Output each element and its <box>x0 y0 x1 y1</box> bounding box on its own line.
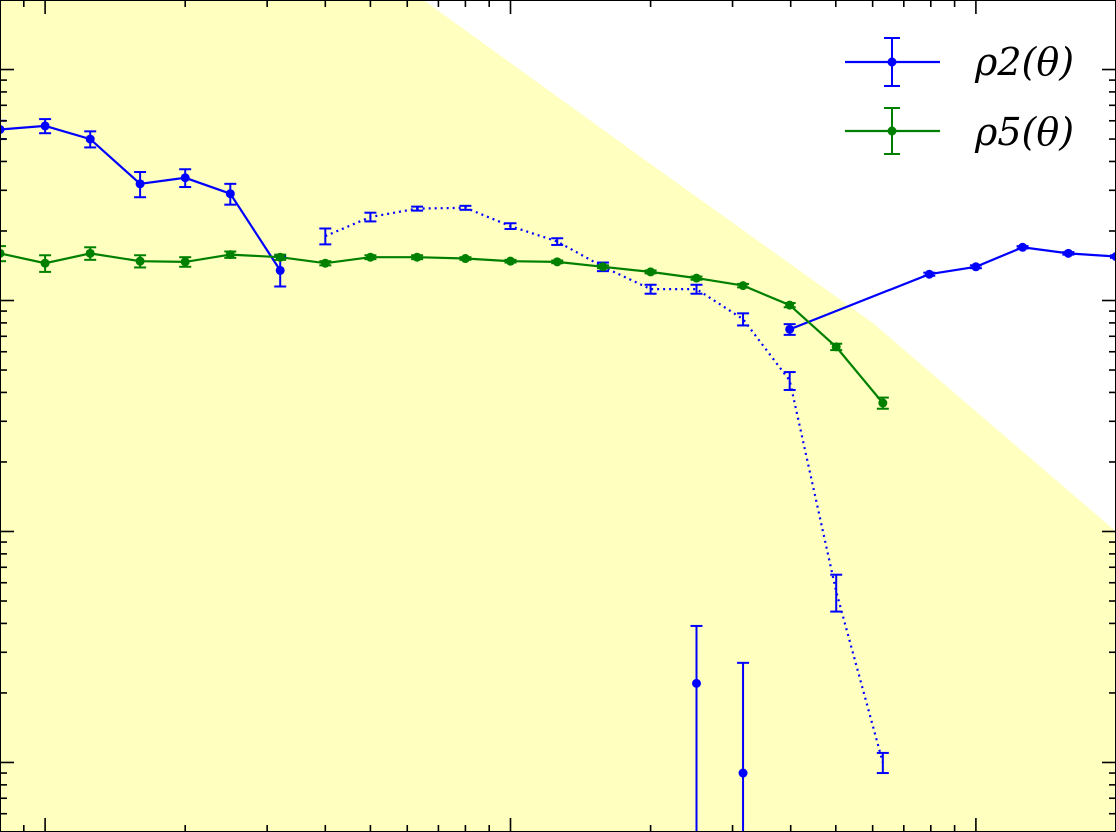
series-1-positive-point-15 <box>692 273 702 283</box>
series-1-positive-point-9 <box>412 252 422 262</box>
series-1-positive-point-2 <box>85 248 95 258</box>
series-1-positive-point-1 <box>40 258 50 268</box>
series-1-positive-point-3 <box>135 256 145 266</box>
legend-entry-rho2: ρ2(θ) <box>845 37 1074 87</box>
series-0-positive-point-1 <box>40 121 50 131</box>
series-layer <box>0 118 1116 832</box>
series-1-positive-point-11 <box>506 256 516 266</box>
legend-marker-rho5 <box>887 126 897 136</box>
series-1-positive-point-0 <box>0 248 5 258</box>
series-1-positive-point-18 <box>831 342 841 352</box>
series-0-isolated-point-0 <box>692 678 702 688</box>
series-0-positive-point-3 <box>135 179 145 189</box>
legend-marker-rho2 <box>887 57 897 67</box>
series-0-positive-point-0 <box>0 125 5 135</box>
series-0-positive_tail-point-4 <box>1063 248 1073 258</box>
series-0-isolated-point-1 <box>738 768 748 778</box>
series-0-positive_tail-point-5 <box>1111 252 1116 262</box>
series-1-positive-point-4 <box>180 257 190 267</box>
legend-label-rho2: ρ2(θ) <box>974 40 1074 84</box>
legend-entry-rho5: ρ5(θ) <box>845 107 1074 155</box>
legend-label-rho5: ρ5(θ) <box>974 110 1074 154</box>
series-1-positive-point-6 <box>275 252 285 262</box>
series-0-positive_tail-line <box>789 246 1116 331</box>
series-0-positive_tail-point-0 <box>785 324 795 334</box>
series-1-positive-point-14 <box>646 267 656 277</box>
series-0-positive_tail-point-3 <box>1018 242 1028 252</box>
series-1-positive-point-19 <box>878 398 888 408</box>
series-0-positive-point-6 <box>275 265 285 275</box>
series-1-positive-point-8 <box>365 252 375 262</box>
series-1-positive-point-10 <box>460 254 470 264</box>
series-1-positive-point-13 <box>598 262 608 272</box>
series-0-positive-point-5 <box>225 189 235 199</box>
series-1-positive-point-7 <box>320 258 330 268</box>
series-1-positive-point-17 <box>785 300 795 310</box>
legend: ρ2(θ) ρ5(θ) <box>845 37 1074 155</box>
series-0-positive_tail-point-2 <box>971 262 981 272</box>
series-1-positive-point-16 <box>738 281 748 291</box>
series-0-positive-point-4 <box>180 173 190 183</box>
series-1-positive-point-12 <box>552 257 562 267</box>
series-0-positive_tail-point-1 <box>924 269 934 279</box>
series-1-positive-line <box>0 252 884 404</box>
series-1-positive-point-5 <box>225 250 235 260</box>
series-0-positive-point-2 <box>85 134 95 144</box>
